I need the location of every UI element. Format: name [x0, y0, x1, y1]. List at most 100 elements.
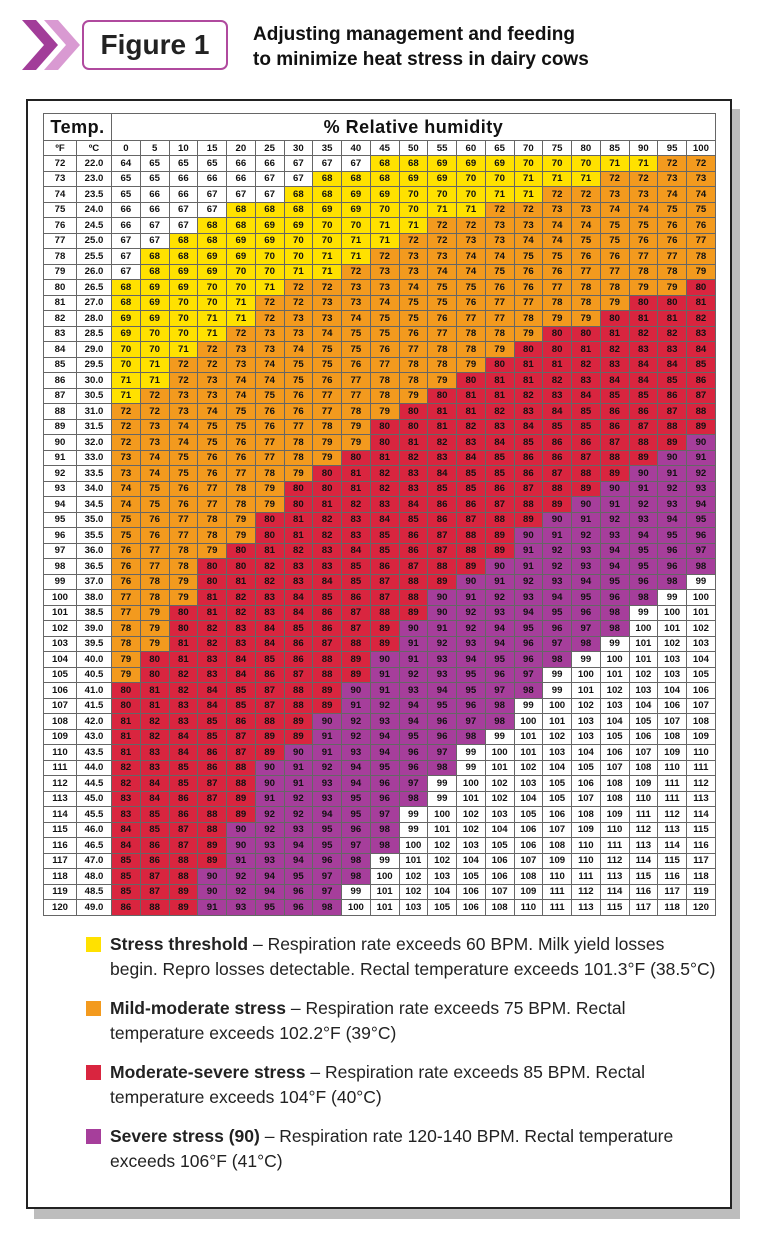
thi-cell: 81 — [254, 542, 285, 559]
table-row: 106 41.0 80 81 82 84 85 87 88 89 90 91 93 94 95 97 98 99 1… — [43, 682, 716, 699]
thi-cell: 82 — [341, 496, 371, 513]
thi-cell: 74 — [542, 232, 573, 249]
thi-cell: 96 — [427, 713, 458, 730]
thi-cell: 109 — [542, 852, 573, 869]
temp-f-cell: 74 — [43, 186, 77, 203]
thi-cell: 111 — [657, 790, 688, 807]
thi-cell: 100 — [341, 899, 371, 916]
thi-cell: 95 — [599, 573, 630, 590]
thi-cell: 91 — [542, 527, 573, 544]
thi-cell: 72 — [197, 356, 228, 373]
thi-cell: 88 — [254, 713, 285, 730]
unit-celsius: ºC — [75, 140, 113, 156]
thi-cell: 105 — [599, 728, 630, 745]
thi-cell: 83 — [571, 372, 601, 389]
thi-cell: 78 — [168, 542, 199, 559]
thi-cell: 96 — [283, 883, 314, 900]
thi-cell: 92 — [513, 573, 544, 590]
thi-cell: 106 — [513, 821, 544, 838]
thi-cell: 87 — [369, 589, 400, 606]
thi-cell: 83 — [599, 356, 630, 373]
thi-cell: 89 — [254, 744, 285, 761]
thi-cell: 94 — [657, 511, 688, 528]
thi-cell: 73 — [197, 387, 228, 404]
table-row: 79 26.0 67 68 69 69 70 70 71 71 72 73 73 74 74 75 76 76 77… — [43, 263, 716, 280]
thi-cell: 75 — [542, 248, 573, 265]
thi-cell: 76 — [312, 372, 343, 389]
table-row: 120 49.0 86 88 89 91 93 95 96 98 100 101 103 105 106 10… — [43, 899, 716, 916]
thi-cell: 85 — [111, 868, 141, 885]
thi-cell: 94 — [513, 604, 544, 621]
thi-cell: 74 — [283, 341, 314, 358]
thi-cell: 77 — [341, 372, 371, 389]
thi-cell: 67 — [197, 186, 228, 203]
thi-cell: 81 — [456, 403, 486, 420]
thi-cell: 89 — [283, 713, 314, 730]
thi-cell: 98 — [312, 899, 343, 916]
thi-cell: 73 — [111, 449, 141, 466]
temp-f-cell: 97 — [43, 542, 77, 559]
thi-cell: 80 — [398, 418, 429, 435]
thi-cell: 93 — [686, 480, 716, 497]
thi-cell: 80 — [139, 651, 170, 668]
thi-cell: 85 — [398, 511, 429, 528]
thi-cell: 94 — [484, 620, 515, 637]
thi-cell: 71 — [197, 325, 228, 342]
thi-cell: 92 — [254, 821, 285, 838]
thi-cell: 91 — [283, 759, 314, 776]
thi-cell: 79 — [341, 418, 371, 435]
thi-cell: 80 — [283, 480, 314, 497]
thi-cell: 77 — [369, 356, 400, 373]
temp-f-cell: 73 — [43, 170, 77, 187]
temp-c-cell: 36.5 — [75, 558, 113, 575]
thi-cell: 97 — [369, 806, 400, 823]
thi-cell: 110 — [686, 744, 716, 761]
thi-cell: 73 — [513, 217, 544, 234]
thi-cell: 102 — [484, 775, 515, 792]
thi-cell: 88 — [599, 449, 630, 466]
temp-f-cell: 108 — [43, 713, 77, 730]
thi-cell: 103 — [427, 868, 458, 885]
thi-cell: 74 — [456, 263, 486, 280]
thi-cell: 77 — [226, 465, 256, 482]
temp-c-cell: 29.0 — [75, 341, 113, 358]
temp-f-cell: 75 — [43, 201, 77, 218]
thi-cell: 92 — [254, 806, 285, 823]
thi-cell: 90 — [312, 713, 343, 730]
thi-cell: 84 — [484, 434, 515, 451]
thi-cell: 76 — [571, 248, 601, 265]
thi-cell: 74 — [369, 294, 400, 311]
table-row: 92 33.5 73 74 75 76 77 78 79 80 81 82 83 84 85 85 86 87 88… — [43, 465, 716, 482]
thi-cell: 89 — [484, 527, 515, 544]
thi-cell: 90 — [686, 434, 716, 451]
thi-cell: 82 — [312, 527, 343, 544]
table-row: 80 26.5 68 69 69 70 70 71 72 72 73 73 74 75 75 76 76 77 78… — [43, 279, 716, 296]
temp-f-cell: 89 — [43, 418, 77, 435]
table-row: 96 35.5 75 76 77 78 79 80 81 82 83 85 86 87 88 89 90 91 92… — [43, 527, 716, 544]
thi-cell: 108 — [484, 899, 515, 916]
thi-cell: 87 — [427, 542, 458, 559]
thi-cell: 81 — [542, 356, 573, 373]
thi-cell: 82 — [571, 356, 601, 373]
thi-cell: 71 — [542, 170, 573, 187]
thi-cell: 84 — [628, 356, 659, 373]
thi-cell: 80 — [254, 527, 285, 544]
thi-cell: 89 — [427, 573, 458, 590]
thi-cell: 78 — [657, 263, 688, 280]
thi-cell: 94 — [599, 558, 630, 575]
thi-cell: 98 — [513, 682, 544, 699]
thi-cell: 72 — [111, 434, 141, 451]
thi-cell: 105 — [427, 899, 458, 916]
temp-c-cell: 34.0 — [75, 480, 113, 497]
thi-cell: 87 — [139, 883, 170, 900]
thi-cell: 70 — [369, 201, 400, 218]
temp-c-cell: 45.5 — [75, 806, 113, 823]
humidity-header-cell: 30 — [283, 140, 314, 156]
thi-cell: 67 — [254, 170, 285, 187]
thi-cell: 91 — [197, 899, 228, 916]
thi-cell: 74 — [111, 496, 141, 513]
thi-cell: 115 — [686, 821, 716, 838]
thi-cell: 96 — [427, 728, 458, 745]
thi-cell: 91 — [513, 558, 544, 575]
thi-cell: 116 — [686, 837, 716, 854]
